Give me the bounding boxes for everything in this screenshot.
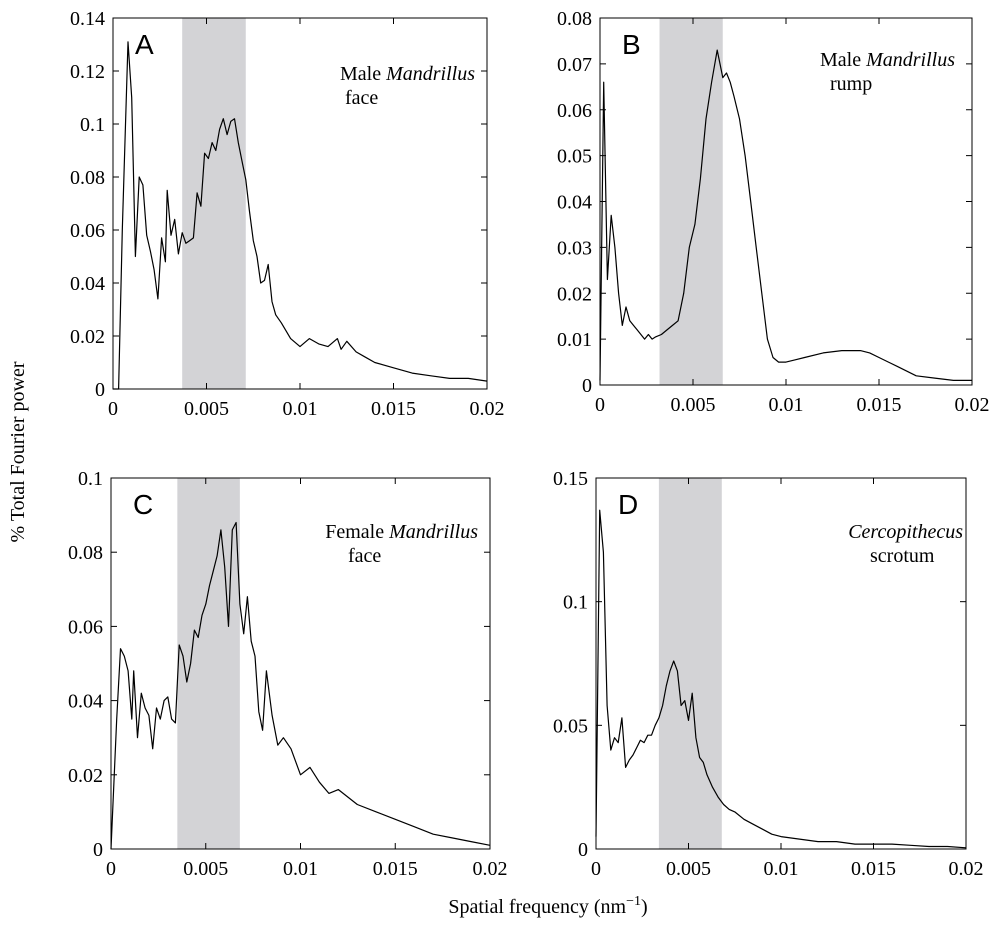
y-axis-title: % Total Fourier power [7, 361, 29, 542]
panel-a-annotation-italic: Mandrillus [385, 63, 475, 85]
panel-b-y-tick-label: 0.08 [557, 8, 592, 30]
panel-b-y-tick-label: 0 [582, 375, 592, 397]
x-axis-title-main: Spatial frequency (nm [448, 896, 626, 918]
panel-a-x-tick-label: 0.015 [371, 398, 416, 420]
panel-c-letter: C [133, 489, 153, 520]
panel-b-annotation-italic: Mandrillus [865, 49, 955, 71]
panel-c-x-tick-label: 0.02 [473, 858, 508, 880]
panel-a-y-tick-label: 0.14 [70, 8, 105, 30]
panel-d-x-tick-label: 0.01 [764, 858, 799, 880]
panel-a-annotation-line2: face [345, 87, 378, 109]
panel-d-annotation-italic: Cercopithecus [848, 521, 963, 543]
panel-a-x-tick-label: 0 [108, 398, 118, 420]
panel-d: 0 0.005 0.01 0.015 0.02 0 0.05 0.1 0.15 D Cercopit… [553, 468, 984, 880]
panel-d-y-tick-label: 0.15 [553, 468, 588, 490]
panel-c-annotation-line1: Female Mandrillus [325, 521, 478, 543]
panel-b-annotation-line1: Male Mandrillus [820, 49, 955, 71]
panel-a-x-tick-label: 0.01 [283, 398, 318, 420]
panel-a-y-tick-label: 0.02 [70, 326, 105, 348]
panel-c-annotation-italic: Mandrillus [388, 521, 478, 543]
panel-c-x-tick-label: 0 [106, 858, 116, 880]
panel-b-x-tick-label: 0 [595, 394, 605, 416]
panel-b-y-tick-label: 0.07 [557, 54, 592, 76]
panel-a-y-tick-label: 0.12 [70, 61, 105, 83]
panel-b-letter: B [622, 29, 641, 60]
panel-c-shaded-band [177, 478, 240, 849]
panel-c-series-line [110, 521, 491, 850]
panels: 0 0.005 0.01 0.015 0.0200.020.040.060.080.10… [68, 8, 990, 880]
panel-d-annotation-line2: scrotum [870, 545, 935, 567]
panel-d-x-tick-label: 0.015 [851, 858, 896, 880]
panel-d-shaded-band [658, 478, 722, 849]
panel-a-annotation-line1: Male Mandrillus [340, 63, 475, 85]
panel-d-x-tick-label: 0 [591, 858, 601, 880]
panel-c-y-tick-label: 0.08 [68, 542, 103, 564]
panel-b-x-tick-label: 0.01 [769, 394, 804, 416]
panel-a-series-line [113, 41, 488, 390]
x-axis-title: Spatial frequency (nm−1) [448, 894, 647, 918]
panel-b: 0 0.005 0.01 0.015 0.02 0 0.01 0.02 0.03 0.04 0.05… [557, 8, 990, 416]
panel-a-y-tick-label: 0.06 [70, 220, 105, 242]
panel-b-y-tick-label: 0.04 [557, 192, 592, 214]
x-axis-title-exponent: −1 [626, 894, 641, 909]
panel-c-y-tick-label: 0 [93, 839, 103, 861]
panel-b-x-tick-label: 0.005 [671, 394, 716, 416]
panel-c-annotation-line2: face [348, 545, 381, 567]
panel-b-annotation-text: Male [820, 49, 866, 71]
panel-c-y-tick-label: 0.1 [78, 468, 103, 490]
panel-c-x-tick-label: 0.015 [373, 858, 418, 880]
panel-b-y-tick-label: 0.05 [557, 146, 592, 168]
panel-d-y-tick-label: 0 [578, 839, 588, 861]
panel-c-y-tick-label: 0.06 [68, 616, 103, 638]
panel-c: 0 0.005 0.01 0.015 0.02 0 0.02 0.04 0.06 0.08 0.1 C… [68, 468, 508, 880]
panel-d-x-tick-label: 0.005 [666, 858, 711, 880]
panel-a-shaded-band [182, 18, 246, 389]
panel-d-series-line [595, 509, 967, 849]
panel-b-x-tick-label: 0.015 [857, 394, 902, 416]
panel-b-frame [599, 17, 973, 386]
panel-b-y-tick-label: 0.02 [557, 283, 592, 305]
panel-a-y-tick-label: 0.1 [80, 114, 105, 136]
panel-a: 0 0.005 0.01 0.015 0.02 0 0.02 0.04 0.06 0.08 0.1 0… [70, 8, 505, 420]
panel-c-y-tick-label: 0.02 [68, 765, 103, 787]
panel-b-annotation-line2: rump [830, 73, 872, 95]
panel-d-letter: D [618, 489, 638, 520]
panel-b-x-tick-label: 0.02 [955, 394, 990, 416]
panel-d-y-tick-label: 0.05 [553, 715, 588, 737]
panel-a-y-tick-label: 0.04 [70, 273, 105, 295]
panel-a-letter: A [135, 29, 154, 60]
panel-b-series-line [599, 49, 972, 381]
panel-a-y-tick-label: 0 [95, 379, 105, 401]
panel-a-x-tick-label: 0.02 [470, 398, 505, 420]
panel-a-x-tick-label: 0.005 [184, 398, 229, 420]
panel-a-y-tick-label: 0.08 [70, 167, 105, 189]
panel-c-x-tick-label: 0.005 [183, 858, 228, 880]
panel-b-y-tick-label: 0.01 [557, 329, 592, 351]
panel-d-x-tick-label: 0.02 [949, 858, 984, 880]
x-axis-title-close: ) [641, 896, 648, 918]
panel-c-annotation-text: Female [325, 521, 389, 543]
panel-d-annotation-line1: Cercopithecus [848, 521, 963, 543]
panel-c-x-tick-label: 0.01 [283, 858, 318, 880]
panel-b-y-tick-label: 0.03 [557, 237, 592, 259]
panel-c-y-tick-label: 0.04 [68, 691, 103, 713]
panel-a-annotation-text: Male [340, 63, 386, 85]
panel-d-y-tick-label: 0.1 [563, 592, 588, 614]
panel-b-y-tick-label: 0.06 [557, 100, 592, 122]
